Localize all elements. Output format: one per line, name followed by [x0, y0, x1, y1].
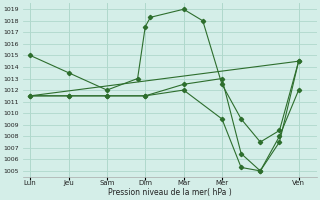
X-axis label: Pression niveau de la mer( hPa ): Pression niveau de la mer( hPa ) — [108, 188, 231, 197]
